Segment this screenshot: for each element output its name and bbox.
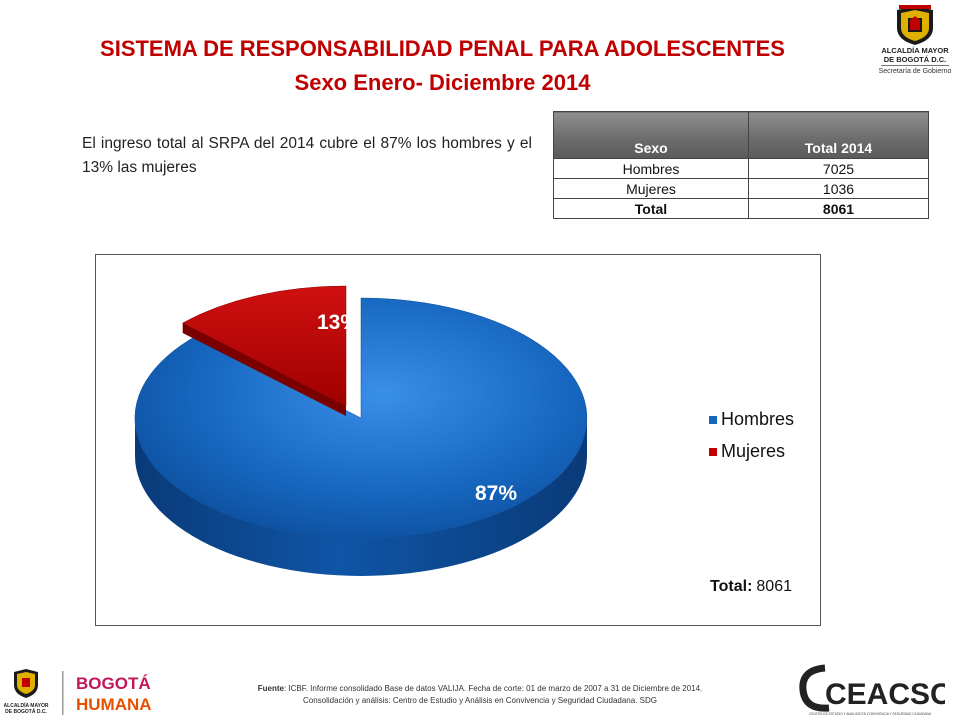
footer-divider	[62, 671, 64, 715]
table-cell: Mujeres	[553, 178, 749, 199]
coat-of-arms-icon	[14, 669, 38, 698]
footer-consolidation-line: Consolidación y análisis: Centro de Estu…	[303, 696, 657, 705]
footer-logo-line-2: DE BOGOTÁ D.C.	[5, 708, 47, 715]
table-header-row: Sexo Total 2014	[553, 111, 929, 159]
page-title: SISTEMA DE RESPONSABILIDAD PENAL PARA AD…	[100, 36, 785, 61]
pie-slice-mujeres	[182, 285, 347, 407]
brand-line-2: HUMANA	[76, 695, 152, 714]
pie-chart: 87% 13% Hombres Mujeres Total: 8061	[134, 285, 794, 595]
table-cell: 8061	[748, 198, 929, 219]
footer-logo-line-1: ALCALDÍA MAYOR	[4, 701, 49, 709]
table-row: Mujeres 1036	[553, 178, 929, 199]
pie-label-hombres: 87%	[475, 482, 517, 505]
page-subtitle: Sexo Enero- Diciembre 2014	[294, 70, 591, 95]
logo-line-1: ALCALDÍA MAYOR	[881, 46, 949, 55]
legend-swatch-hombres	[709, 416, 717, 424]
footer-source-line: Fuente: ICBF. Informe consolidado Base d…	[170, 683, 790, 695]
footer-source-prefix: Fuente	[257, 684, 284, 693]
chart-total-label: Total:	[710, 578, 752, 595]
table-cell: 7025	[748, 158, 929, 179]
pie-label-mujeres: 13%	[317, 311, 359, 334]
ceacsc-logo: CEACSC CENTRO DE ESTUDIO Y ANÁLISIS EN C…	[795, 660, 952, 718]
footer-logos: ALCALDÍA MAYOR DE BOGOTÁ D.C. BOGOTÁ HUM…	[4, 665, 164, 720]
table-header-sexo: Sexo	[553, 111, 749, 159]
brand-line-1: BOGOTÁ	[76, 674, 151, 693]
coat-of-arms-icon	[897, 5, 933, 45]
ceacsc-logo-art: CEACSC CENTRO DE ESTUDIO Y ANÁLISIS EN C…	[799, 664, 952, 716]
ceacsc-caption: CENTRO DE ESTUDIO Y ANÁLISIS EN CONVIVEN…	[809, 712, 932, 716]
legend-label-mujeres: Mujeres	[721, 441, 785, 461]
table-cell: 1036	[748, 178, 929, 199]
pie-chart-frame: 87% 13% Hombres Mujeres Total: 8061	[95, 254, 821, 626]
ceacsc-c-icon	[799, 664, 830, 712]
alcaldia-logo: ALCALDÍA MAYOR DE BOGOTÁ D.C. Secretaría…	[875, 4, 955, 84]
footer-source-text: : ICBF. Informe consolidado Base de dato…	[283, 684, 703, 693]
table-row: Hombres 7025	[553, 158, 929, 179]
chart-total-annotation: Total: 8061	[710, 578, 792, 595]
logo-divider	[881, 65, 949, 66]
table-cell: Hombres	[553, 158, 749, 179]
pie-slice-hombres	[134, 297, 588, 539]
legend-swatch-mujeres	[709, 448, 717, 456]
logo-line-3: Secretaría de Gobierno	[878, 68, 952, 75]
logo-line-2: DE BOGOTÁ D.C.	[883, 55, 947, 64]
table-total-row: Total 8061	[553, 198, 929, 219]
pie-slice-hombres-side	[135, 418, 587, 576]
ceacsc-wordmark: CEACSC	[825, 678, 945, 711]
footer-logo-art: ALCALDÍA MAYOR DE BOGOTÁ D.C. BOGOTÁ HUM…	[4, 669, 152, 715]
pie-slice-mujeres-side	[182, 323, 346, 416]
legend-label-hombres: Hombres	[721, 409, 794, 429]
footer-source: Fuente: ICBF. Informe consolidado Base d…	[170, 683, 790, 707]
summary-text: El ingreso total al SRPA del 2014 cubre …	[82, 135, 532, 176]
data-table: Sexo Total 2014 Hombres 7025 Mujeres 103…	[553, 111, 929, 219]
chart-total-value: 8061	[756, 578, 792, 595]
table-header-total: Total 2014	[748, 111, 929, 159]
table-cell: Total	[553, 198, 749, 219]
